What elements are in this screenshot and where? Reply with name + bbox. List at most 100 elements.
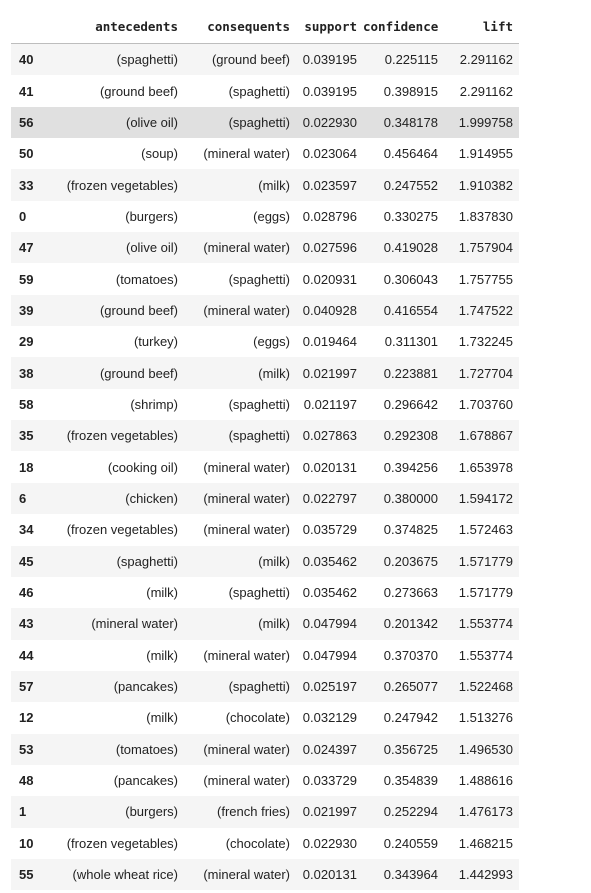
cell-antecedents: (olive oil) bbox=[125, 240, 178, 256]
row-index: 50 bbox=[19, 146, 34, 162]
cell-consequents: (eggs) bbox=[253, 208, 290, 224]
cell-lift: 1.522468 bbox=[458, 679, 513, 695]
cell-antecedents: (tomatoes) bbox=[115, 741, 178, 757]
cell-antecedents: (chicken) bbox=[125, 490, 178, 506]
row-index: 57 bbox=[19, 679, 34, 695]
cell-support: 0.022930 bbox=[302, 835, 357, 851]
cell-lift: 1.442993 bbox=[458, 867, 513, 883]
cell-lift: 1.757755 bbox=[458, 271, 513, 287]
table-body: 40 (spaghetti) (ground beef) 0.039195 0.2251… bbox=[11, 43, 519, 891]
cell-lift: 1.553774 bbox=[458, 616, 513, 632]
cell-antecedents: (tomatoes) bbox=[115, 271, 178, 287]
row-index: 0 bbox=[19, 208, 27, 224]
cell-consequents: (chocolate) bbox=[225, 835, 290, 851]
cell-lift: 1.732245 bbox=[458, 334, 513, 350]
cell-confidence: 0.419028 bbox=[383, 240, 438, 256]
cell-antecedents: (ground beef) bbox=[99, 365, 178, 381]
cell-lift: 1.914955 bbox=[458, 146, 513, 162]
cell-lift: 1.572463 bbox=[458, 522, 513, 538]
row-index: 58 bbox=[19, 396, 34, 412]
cell-support: 0.021197 bbox=[303, 396, 357, 412]
cell-consequents: (spaghetti) bbox=[228, 271, 290, 287]
table-row: 29 (turkey) (eggs) 0.019464 0.311301 1.732245 bbox=[11, 326, 519, 358]
row-index: 12 bbox=[19, 710, 34, 726]
cell-support: 0.027596 bbox=[302, 240, 357, 256]
row-index: 55 bbox=[19, 867, 34, 883]
row-index: 29 bbox=[19, 334, 34, 350]
table-row: 47 (olive oil) (mineral water) 0.027596 0.41… bbox=[11, 232, 519, 264]
cell-antecedents: (frozen vegetables) bbox=[66, 835, 178, 851]
index-header bbox=[11, 10, 41, 44]
row-index: 38 bbox=[19, 365, 34, 381]
cell-lift: 1.910382 bbox=[458, 177, 513, 193]
table-row: 35 (frozen vegetables) (spaghetti) 0.027863… bbox=[11, 420, 519, 452]
column-header-consequents: consequents bbox=[184, 10, 296, 44]
row-index: 1 bbox=[19, 804, 27, 820]
cell-confidence: 0.356725 bbox=[383, 741, 438, 757]
table-header: antecedents consequents support confiden… bbox=[11, 10, 519, 44]
cell-lift: 1.571779 bbox=[458, 553, 513, 569]
cell-support: 0.021997 bbox=[302, 365, 357, 381]
cell-consequents: (mineral water) bbox=[203, 522, 290, 538]
table-row: 33 (frozen vegetables) (milk) 0.023597 0.247… bbox=[11, 169, 519, 201]
cell-confidence: 0.247942 bbox=[383, 710, 438, 726]
table-row: 43 (mineral water) (milk) 0.047994 0.201342 1… bbox=[11, 608, 519, 640]
cell-consequents: (spaghetti) bbox=[228, 679, 290, 695]
cell-antecedents: (ground beef) bbox=[99, 302, 178, 318]
cell-lift: 1.488616 bbox=[458, 773, 513, 789]
cell-consequents: (spaghetti) bbox=[228, 83, 290, 99]
cell-support: 0.047994 bbox=[302, 616, 357, 632]
cell-antecedents: (pancakes) bbox=[113, 773, 178, 789]
cell-lift: 1.594172 bbox=[458, 490, 513, 506]
cell-consequents: (milk) bbox=[258, 365, 290, 381]
cell-confidence: 0.398915 bbox=[383, 83, 438, 99]
cell-consequents: (mineral water) bbox=[203, 459, 290, 475]
cell-lift: 1.571779 bbox=[458, 585, 513, 601]
table-row: 34 (frozen vegetables) (mineral water) 0.03… bbox=[11, 514, 519, 546]
cell-lift: 1.476173 bbox=[458, 804, 513, 820]
cell-confidence: 0.225115 bbox=[384, 52, 438, 68]
cell-consequents: (mineral water) bbox=[203, 647, 290, 663]
cell-confidence: 0.240559 bbox=[383, 835, 438, 851]
cell-antecedents: (mineral water) bbox=[91, 616, 178, 632]
cell-confidence: 0.296642 bbox=[383, 396, 438, 412]
table-row: 40 (spaghetti) (ground beef) 0.039195 0.2251… bbox=[11, 43, 519, 76]
cell-support: 0.024397 bbox=[302, 741, 357, 757]
cell-antecedents: (milk) bbox=[146, 585, 178, 601]
row-index: 40 bbox=[19, 52, 34, 68]
cell-support: 0.028796 bbox=[302, 208, 357, 224]
cell-consequents: (spaghetti) bbox=[228, 428, 290, 444]
cell-confidence: 0.348178 bbox=[383, 114, 438, 130]
row-index: 45 bbox=[19, 553, 34, 569]
cell-lift: 1.999758 bbox=[458, 114, 513, 130]
cell-support: 0.035729 bbox=[302, 522, 357, 538]
table-row: 46 (milk) (spaghetti) 0.035462 0.273663 1.571… bbox=[11, 576, 519, 609]
cell-support: 0.035462 bbox=[302, 585, 357, 601]
cell-support: 0.019464 bbox=[302, 334, 357, 350]
column-header-lift: lift bbox=[444, 10, 519, 44]
cell-lift: 1.727704 bbox=[458, 365, 513, 381]
cell-support: 0.020931 bbox=[302, 271, 357, 287]
cell-support: 0.023597 bbox=[302, 177, 357, 193]
cell-lift: 1.468215 bbox=[458, 835, 513, 851]
cell-lift: 1.678867 bbox=[458, 428, 513, 444]
cell-confidence: 0.306043 bbox=[383, 271, 438, 287]
cell-antecedents: (milk) bbox=[146, 710, 178, 726]
cell-consequents: (milk) bbox=[258, 553, 290, 569]
cell-support: 0.035462 bbox=[302, 553, 357, 569]
table-row: 0 (burgers) (eggs) 0.028796 0.330275 1.837830 bbox=[11, 200, 519, 233]
cell-support: 0.039195 bbox=[302, 52, 357, 68]
table-row: 41 (ground beef) (spaghetti) 0.039195 0.3989… bbox=[11, 75, 519, 107]
cell-lift: 1.653978 bbox=[458, 459, 513, 475]
cell-confidence: 0.394256 bbox=[383, 459, 438, 475]
cell-confidence: 0.354839 bbox=[383, 773, 438, 789]
cell-antecedents: (pancakes) bbox=[113, 679, 178, 695]
cell-antecedents: (whole wheat rice) bbox=[72, 867, 179, 883]
cell-confidence: 0.311301 bbox=[384, 334, 438, 350]
column-header-confidence: confidence bbox=[363, 10, 444, 44]
cell-confidence: 0.265077 bbox=[383, 679, 438, 695]
cell-confidence: 0.330275 bbox=[383, 208, 438, 224]
header-row: antecedents consequents support confiden… bbox=[11, 10, 519, 44]
table-row: 48 (pancakes) (mineral water) 0.033729 0.354… bbox=[11, 764, 519, 797]
cell-antecedents: (frozen vegetables) bbox=[66, 522, 178, 538]
